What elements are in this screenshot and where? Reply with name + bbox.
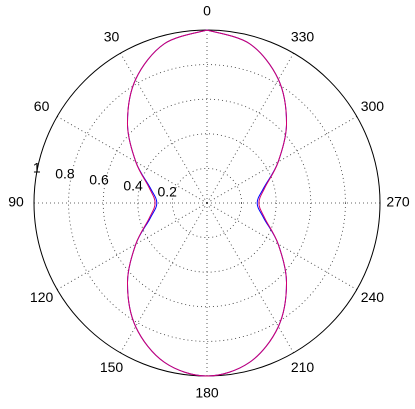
theta-tick-label: 90 bbox=[8, 194, 24, 210]
theta-tick-label: 120 bbox=[30, 289, 54, 305]
grid-spoke bbox=[206, 202, 294, 354]
grid-circle bbox=[171, 167, 242, 238]
theta-tick-label: 240 bbox=[361, 289, 385, 305]
grid-spoke bbox=[206, 52, 294, 204]
grid-spoke bbox=[56, 116, 208, 204]
grid-spoke bbox=[120, 202, 208, 354]
theta-tick-label: 300 bbox=[361, 98, 385, 114]
grid-circle bbox=[68, 64, 346, 342]
grid-spoke bbox=[206, 116, 358, 204]
grid-spoke bbox=[56, 202, 208, 290]
theta-tick-label: 150 bbox=[100, 359, 124, 375]
theta-tick-label: 60 bbox=[34, 98, 50, 114]
r-tick-label: 1 bbox=[33, 160, 41, 176]
theta-tick-label: 210 bbox=[291, 359, 315, 375]
r-tick-label: 0.8 bbox=[55, 166, 75, 182]
polar-curve bbox=[126, 29, 288, 377]
theta-tick-label: 30 bbox=[104, 28, 120, 44]
grid-spoke bbox=[206, 202, 358, 290]
grid-spoke bbox=[120, 52, 208, 204]
theta-tick-label: 180 bbox=[195, 385, 219, 401]
theta-tick-label: 270 bbox=[386, 194, 410, 210]
r-tick-label: 0.6 bbox=[89, 172, 109, 188]
r-tick-label: 0.4 bbox=[123, 178, 143, 194]
r-tick-label: 0.2 bbox=[157, 184, 177, 200]
grid-circle bbox=[137, 133, 277, 273]
theta-tick-label: 0 bbox=[203, 3, 211, 19]
grid-circle bbox=[102, 98, 312, 308]
theta-tick-label: 330 bbox=[291, 28, 315, 44]
